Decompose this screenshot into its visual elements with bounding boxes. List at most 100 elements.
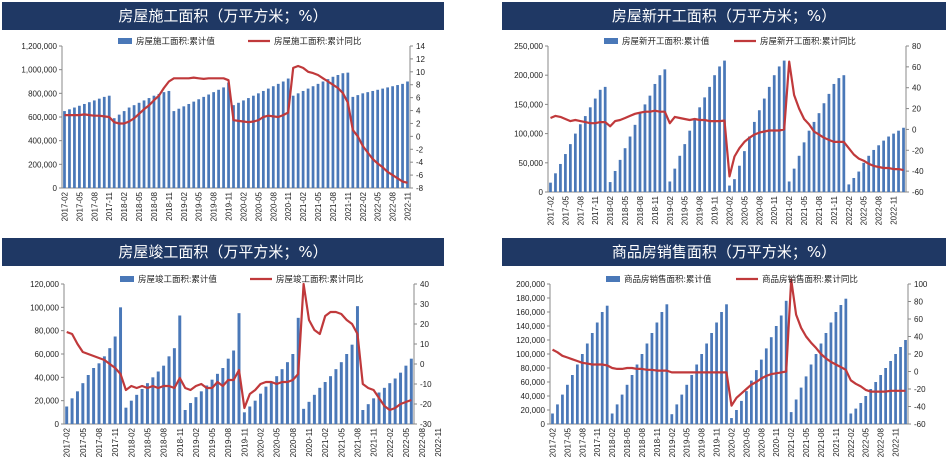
bar [799,387,803,424]
yoy-line [550,60,904,178]
y-left-tick-label: 20,000 [35,397,60,406]
bar [377,392,381,424]
y-left-tick-label: 0 [53,184,58,193]
x-tick-label: 2022-11 [434,427,443,456]
bar [83,103,86,188]
x-tick-label: 2022-11 [404,191,413,220]
bar [847,184,851,192]
x-tick-label: 2019-05 [683,427,692,457]
bar [404,365,408,424]
x-tick-label: 2022-02 [847,427,856,457]
bar [764,348,768,424]
bar [266,88,270,188]
y-left-tick-label: 0 [539,188,544,197]
y-right-tick-label: 40 [912,84,921,93]
bar [135,394,139,424]
bar [797,155,801,192]
bar [189,403,193,424]
x-tick-label: 2021-02 [299,191,308,221]
x-tick-label: 2022-08 [418,427,427,457]
bar [580,354,584,424]
y-left-tick-label: 100,000 [514,130,543,139]
y-right-tick-label: -20 [420,400,432,409]
x-tick-label: 2019-05 [208,427,217,457]
bar [814,354,818,424]
bar [660,312,664,424]
bar [102,96,106,188]
bar [844,298,848,424]
y-right-tick-label: 0 [420,360,425,369]
x-tick-label: 2017-08 [95,427,104,457]
bar [837,78,841,192]
bar [306,88,310,188]
bar [162,92,166,188]
x-tick-label: 2022-11 [892,427,901,456]
bar [819,343,823,424]
bar [107,95,111,188]
x-tick-label: 2017-05 [561,195,570,225]
x-tick-label: 2018-11 [176,427,185,456]
bar [564,154,567,192]
bar [269,382,273,424]
x-tick-label: 2021-11 [370,427,379,456]
bar [640,354,644,424]
bar [630,375,634,424]
bar [899,347,902,424]
bar [102,356,106,424]
y-left-tick-label: 800,000 [28,89,57,98]
bar [598,89,602,192]
bar [205,385,209,424]
y-right-tick-label: 0 [914,368,919,377]
bar [718,66,721,192]
bar [124,407,128,424]
x-tick-label: 2021-08 [815,195,824,225]
bar [670,414,674,424]
bar [720,312,723,424]
bar [350,344,354,424]
bar [683,144,687,192]
y-left-tick-label: 200,000 [514,71,543,80]
x-tick-label: 2018-11 [653,427,662,456]
chart-title: 商品房销售面积（万平方米；%） [502,238,946,266]
bar [593,98,597,192]
bar [361,93,365,188]
bar [638,113,642,192]
bar [877,145,881,192]
bar [633,124,637,192]
bar [242,412,246,424]
bar [859,403,863,424]
bar [162,365,166,424]
x-tick-label: 2022-08 [877,427,886,457]
x-tick-label: 2017-05 [79,427,88,457]
bar [822,103,826,192]
bar [122,111,126,188]
x-tick-label: 2022-08 [389,191,398,221]
y-left-tick-label: 150,000 [514,100,543,109]
y-left-tick-label: 100,000 [516,350,545,359]
x-tick-label: 2021-11 [832,427,841,456]
bar [658,75,662,192]
x-tick-label: 2019-08 [224,427,233,457]
x-tick-label: 2017-02 [60,191,69,221]
x-tick-label: 2020-11 [284,191,293,220]
bar [73,107,76,188]
bar [673,168,677,192]
bar [809,364,813,424]
x-tick-label: 2017-02 [546,195,555,225]
y-right-tick-label: -6 [416,171,424,180]
bar [197,99,201,188]
bar [127,107,131,188]
bar [212,92,215,188]
bar [261,90,265,188]
bar [779,315,783,424]
x-tick-label: 2018-08 [636,195,645,225]
chart-panel-sales-area: 商品房销售面积（万平方米；%） 0 20,000 40,000 60,000 80,00… [502,238,946,468]
bar [575,364,579,424]
y-right-tick-label: 12 [416,55,425,64]
bar [769,337,773,424]
y-left-tick-label: 120,000 [516,336,545,345]
x-tick-label: 2021-05 [337,427,346,457]
bar [695,364,699,424]
x-tick-label: 2021-08 [817,427,826,457]
bar [301,90,305,188]
